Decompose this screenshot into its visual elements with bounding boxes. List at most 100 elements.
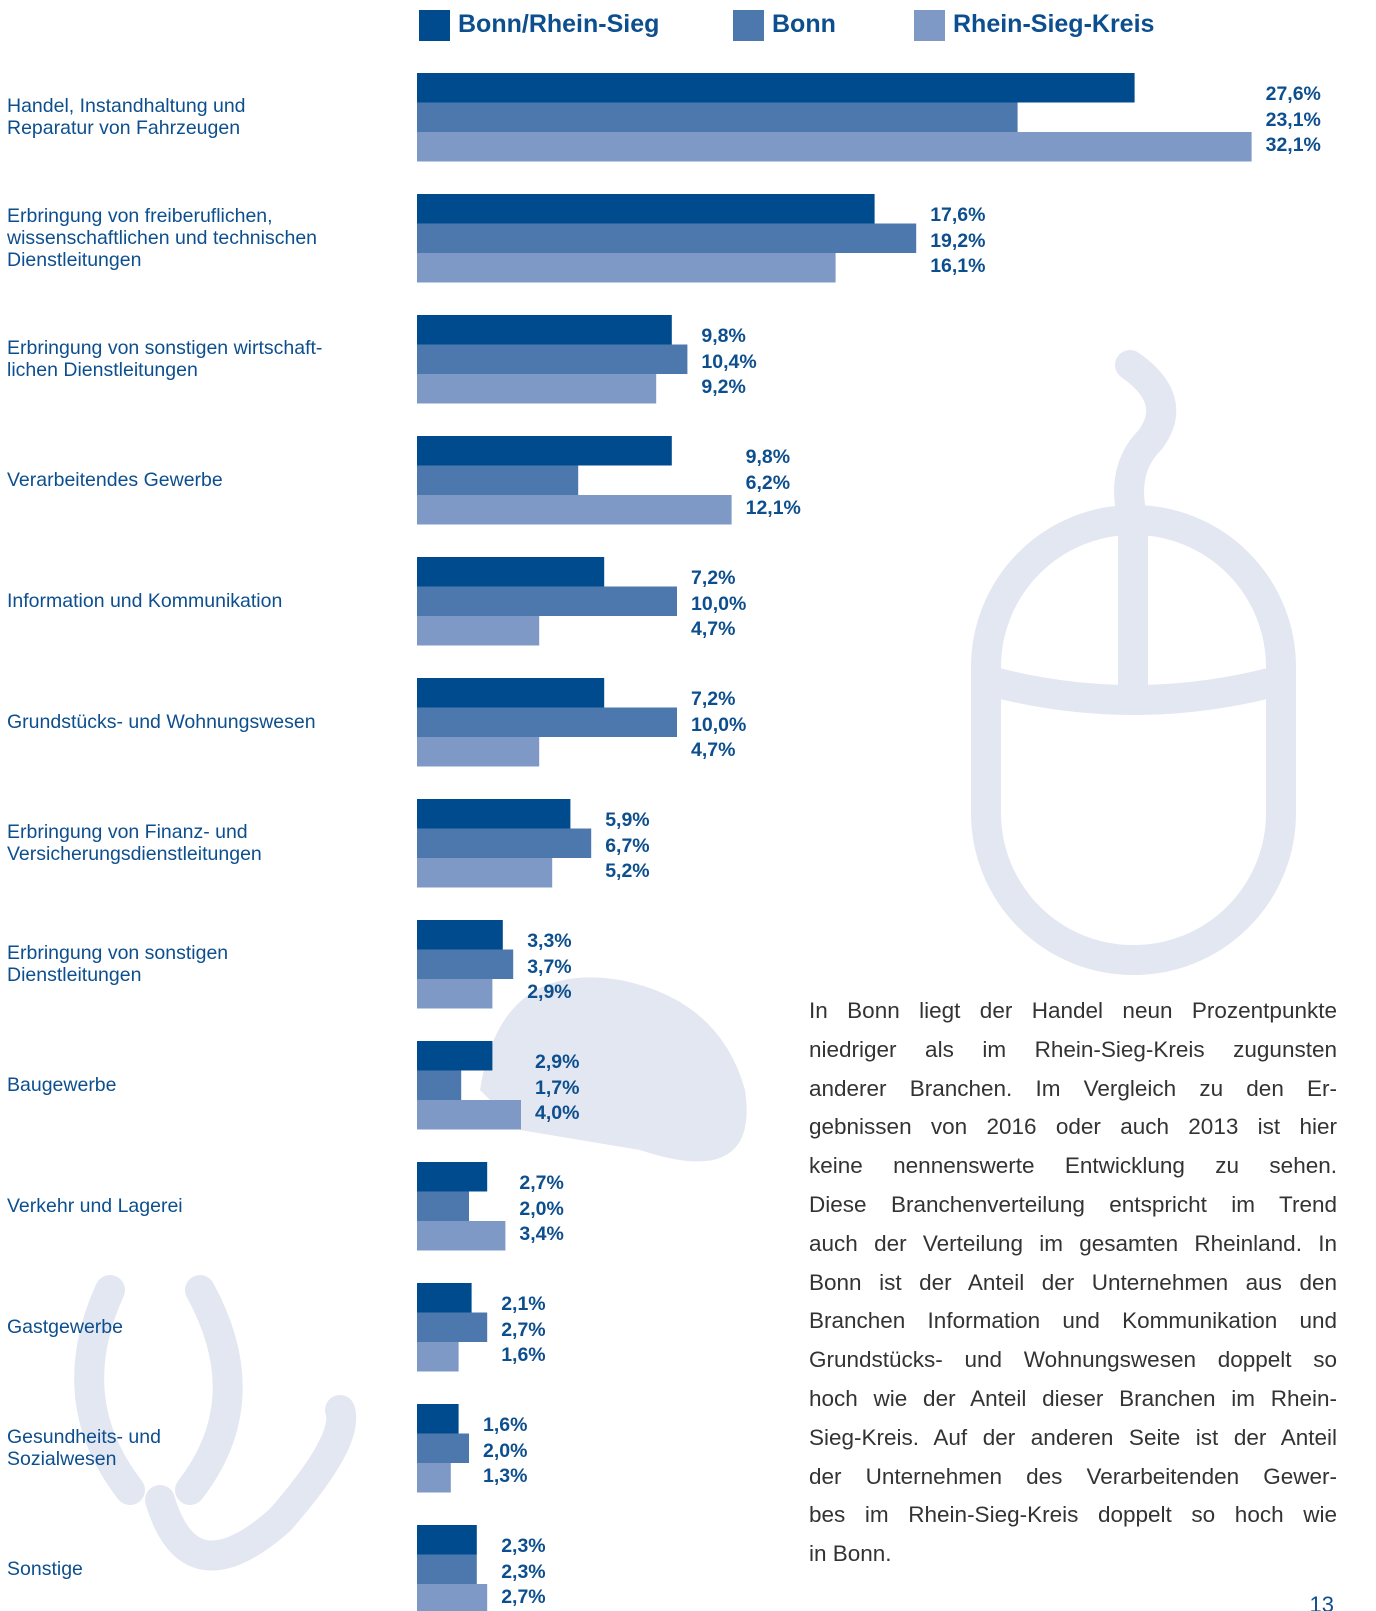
bar (417, 799, 571, 829)
bar (417, 1070, 462, 1100)
value-label: 27,6% (1265, 83, 1321, 105)
bar (417, 979, 493, 1009)
value-label: 5,2% (605, 860, 650, 882)
paragraph-line: Grundstücks- und Wohnungswesen doppelt s… (809, 1347, 1337, 1373)
helmet-icon (480, 977, 747, 1162)
category-label: Grundstücks- und Wohnungswesen (7, 711, 316, 734)
bar (417, 1463, 451, 1493)
value-label: 2,0% (483, 1439, 528, 1462)
value-label: 2,0% (519, 1197, 564, 1220)
stethoscope-icon (74, 1275, 357, 1571)
value-label: 2,1% (501, 1293, 546, 1315)
bar (417, 1584, 488, 1611)
category-label: Verarbeitendes Gewerbe (7, 469, 223, 492)
bar (417, 1525, 477, 1555)
value-label: 1,7% (535, 1076, 580, 1099)
value-label: 16,1% (930, 255, 986, 277)
bar (417, 465, 579, 495)
category-label: Erbringung von freiberuflichen, wissensc… (7, 205, 318, 272)
paragraph-line: anderer Branchen. Im Vergleich zu den Er… (809, 1075, 1337, 1101)
value-label: 2,7% (519, 1172, 564, 1194)
legend-label: Bonn/Rhein-Sieg (458, 10, 660, 38)
value-label: 3,3% (527, 930, 572, 952)
paragraph-line: Branchen Information und Kommunikation u… (809, 1308, 1337, 1334)
bar (417, 920, 503, 950)
bar (417, 344, 688, 374)
paragraph-line: hoch wie der Anteil dieser Branchen im R… (809, 1385, 1337, 1411)
paragraph-line: In Bonn liegt der Handel neun Prozentpun… (809, 998, 1337, 1023)
value-label: 9,2% (701, 376, 746, 398)
category-label: Information und Kommunikation (7, 590, 283, 613)
value-label: 2,3% (501, 1535, 546, 1557)
value-label: 6,7% (605, 834, 650, 857)
legend-swatch (733, 10, 764, 41)
value-label: 6,2% (745, 471, 791, 494)
value-label: 1,6% (501, 1344, 546, 1366)
value-label: 2,7% (501, 1318, 546, 1341)
paragraph: In Bonn liegt der Handel neun Prozentpun… (809, 992, 1337, 1574)
legend-swatch (914, 10, 945, 41)
bar (417, 253, 836, 283)
value-label: 17,6% (930, 204, 986, 226)
bar (417, 1342, 459, 1372)
category-label: Sonstige (7, 1558, 83, 1581)
bar (417, 132, 1252, 162)
bar (417, 1312, 488, 1342)
paragraph-line: auch der Verteilung im gesamten Rheinlan… (809, 1230, 1337, 1256)
legend-swatch (419, 10, 450, 41)
value-label: 10,0% (691, 713, 747, 736)
bar (417, 374, 657, 404)
value-label: 7,2% (691, 567, 736, 589)
bar (417, 707, 677, 737)
paragraph-line: der Unternehmen des Verarbeitenden Gewer… (809, 1463, 1337, 1489)
bars (417, 73, 1252, 1611)
paragraph-line: in Bonn. (809, 1541, 892, 1567)
value-label: 10,0% (691, 592, 747, 615)
value-label: 4,0% (535, 1102, 580, 1124)
bar (417, 436, 672, 466)
bar (417, 949, 514, 979)
bar (417, 737, 540, 767)
mouse-icon (971, 665, 1296, 715)
category-label: Gastgewerbe (7, 1316, 123, 1339)
bar (417, 1191, 469, 1221)
bar (417, 1283, 472, 1313)
value-label: 12,1% (745, 497, 801, 519)
category-label: Erbringung von sonstigen Dienstleitungen (7, 942, 229, 987)
value-label: 2,9% (527, 981, 572, 1003)
value-label: 2,3% (501, 1560, 546, 1583)
paragraph-line: niedriger als im Rhein-Sieg-Kreis zuguns… (809, 1036, 1337, 1062)
paragraph-line: Diese Branchenverteilung entspricht im T… (809, 1191, 1337, 1217)
bar (417, 315, 672, 345)
value-label: 9,8% (701, 325, 746, 347)
value-label: 2,7% (501, 1586, 546, 1608)
value-label: 23,1% (1265, 108, 1321, 131)
category-label: Verkehr und Lagerei (7, 1195, 183, 1218)
category-label: Gesundheits- und Sozialwesen (7, 1426, 161, 1471)
bar (417, 1041, 493, 1071)
value-label: 3,4% (519, 1223, 564, 1245)
legend-label: Bonn (772, 10, 836, 38)
category-label: Baugewerbe (7, 1074, 117, 1097)
bar (417, 858, 553, 888)
bar (417, 194, 875, 224)
paragraph-line: gebnissen von 2016 oder auch 2013 ist hi… (809, 1114, 1337, 1140)
value-label: 9,8% (745, 446, 791, 468)
value-label: 7,2% (691, 688, 736, 710)
bar (417, 73, 1135, 103)
bar (417, 557, 605, 587)
value-label: 5,9% (605, 809, 650, 831)
bar (417, 1100, 521, 1130)
paragraph-line: Sieg-Kreis. Auf der anderen Seite ist de… (809, 1424, 1337, 1450)
paragraph-line: Bonn ist der Anteil der Unternehmen aus … (809, 1269, 1337, 1295)
value-label: 4,7% (691, 618, 736, 640)
bar (417, 1554, 477, 1584)
value-label: 19,2% (930, 229, 986, 252)
mouse-icon (1114, 350, 1177, 535)
bar (417, 495, 732, 525)
bar (417, 586, 677, 616)
value-label: 3,7% (527, 955, 572, 978)
paragraph-line: bes im Rhein-Sieg-Kreis doppelt so hoch … (809, 1502, 1337, 1528)
value-label: 1,6% (483, 1414, 528, 1436)
